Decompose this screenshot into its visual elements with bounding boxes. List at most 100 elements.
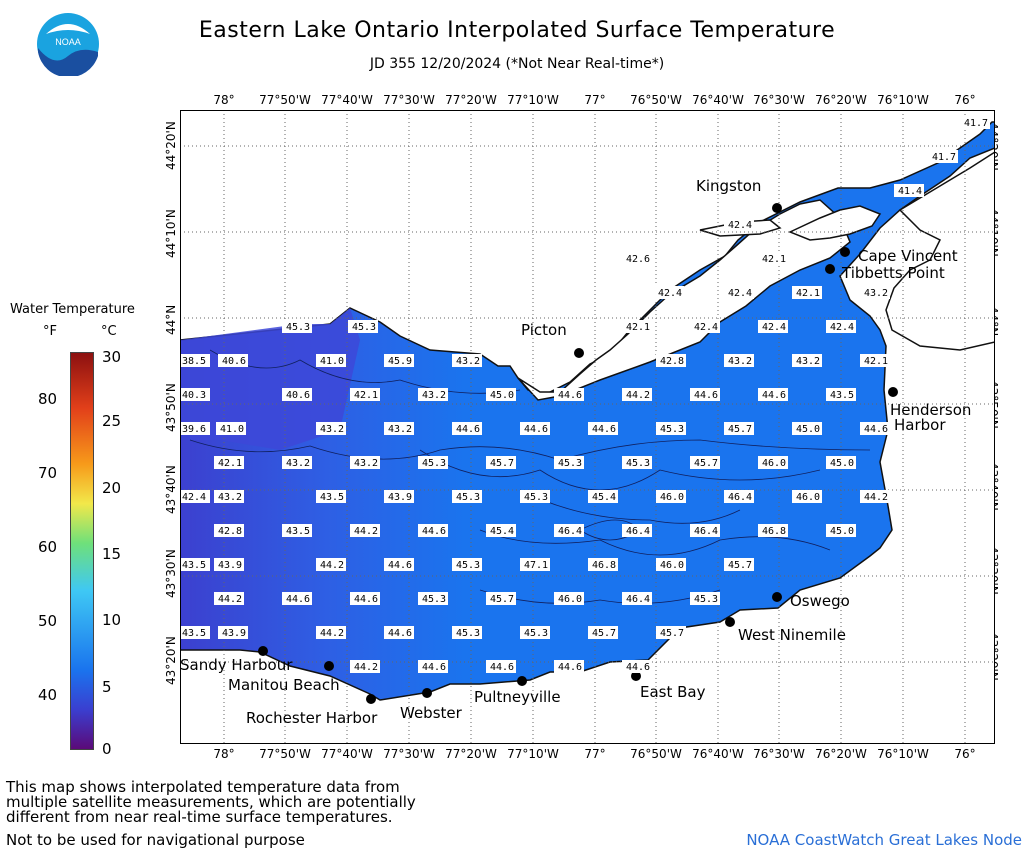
svg-text:42.4: 42.4 bbox=[762, 322, 786, 333]
temp-label: 45.3 bbox=[656, 422, 686, 435]
svg-text:43.2: 43.2 bbox=[422, 390, 446, 401]
lon-label-top: 76° bbox=[954, 93, 976, 107]
svg-text:40.6: 40.6 bbox=[286, 390, 310, 401]
temp-label: 46.0 bbox=[656, 490, 686, 503]
svg-text:45.4: 45.4 bbox=[490, 526, 514, 537]
lon-label-bottom: 77°40'W bbox=[321, 747, 373, 761]
temp-label: 44.6 bbox=[622, 660, 652, 673]
svg-text:45.0: 45.0 bbox=[830, 458, 854, 469]
svg-text:42.1: 42.1 bbox=[354, 390, 378, 401]
svg-text:45.3: 45.3 bbox=[524, 492, 548, 503]
c-tick-15: 15 bbox=[102, 545, 122, 563]
temp-label: 45.3 bbox=[554, 456, 584, 469]
map-title: Eastern Lake Ontario Interpolated Surfac… bbox=[198, 18, 836, 43]
temp-label: 42.4 bbox=[654, 286, 684, 299]
lon-label-top: 78° bbox=[213, 93, 235, 107]
svg-text:43.2: 43.2 bbox=[456, 356, 480, 367]
svg-text:44.2: 44.2 bbox=[354, 662, 378, 673]
c-tick-0: 0 bbox=[102, 740, 112, 758]
lon-label-bottom: 76°40'W bbox=[692, 747, 744, 761]
temp-label: 42.1 bbox=[758, 252, 788, 265]
place-webster: Webster bbox=[400, 704, 463, 722]
temp-label: 43.5 bbox=[180, 558, 210, 571]
temp-label: 44.6 bbox=[520, 422, 550, 435]
svg-text:44.2: 44.2 bbox=[320, 560, 344, 571]
svg-text:46.0: 46.0 bbox=[660, 560, 684, 571]
svg-text:42.4: 42.4 bbox=[694, 322, 718, 333]
c-tick-25: 25 bbox=[102, 412, 122, 430]
place-rochester-harbor: Rochester Harbor bbox=[246, 709, 378, 727]
lon-label-top: 76°50'W bbox=[630, 93, 682, 107]
lat-label-left: 43°20'N bbox=[164, 636, 178, 685]
temp-label: 46.4 bbox=[724, 490, 754, 503]
temp-label: 43.2 bbox=[418, 388, 448, 401]
lat-label-left: 44°10'N bbox=[164, 209, 178, 258]
svg-text:44.6: 44.6 bbox=[524, 424, 548, 435]
temp-label: 44.6 bbox=[588, 422, 618, 435]
lon-label-bottom: 76°30'W bbox=[753, 747, 805, 761]
temp-label: 45.0 bbox=[826, 524, 856, 537]
lat-label-left: 44°20'N bbox=[164, 121, 178, 170]
lon-label-bottom: 76°10'W bbox=[877, 747, 929, 761]
place-names: Kingston Cape Vincent Tibbetts Point Pic… bbox=[180, 177, 971, 727]
temp-label: 41.0 bbox=[216, 422, 246, 435]
temp-label: 43.9 bbox=[218, 626, 248, 639]
unit-fahrenheit: °F bbox=[43, 324, 57, 339]
temp-label: 43.2 bbox=[282, 456, 312, 469]
svg-text:45.7: 45.7 bbox=[728, 560, 752, 571]
lon-label-bottom: 77°10'W bbox=[507, 747, 559, 761]
svg-text:46.4: 46.4 bbox=[728, 492, 752, 503]
svg-text:45.3: 45.3 bbox=[422, 594, 446, 605]
temp-label: 43.2 bbox=[214, 490, 244, 503]
temp-label: 45.7 bbox=[588, 626, 618, 639]
temp-label: 42.4 bbox=[758, 320, 788, 333]
svg-text:42.8: 42.8 bbox=[660, 356, 684, 367]
temp-label: 42.4 bbox=[724, 286, 754, 299]
svg-text:44.2: 44.2 bbox=[354, 526, 378, 537]
lon-label-bottom: 76° bbox=[954, 747, 976, 761]
place-henderson-harbor: Harbor bbox=[894, 416, 946, 434]
svg-text:45.0: 45.0 bbox=[796, 424, 820, 435]
svg-text:41.0: 41.0 bbox=[320, 356, 344, 367]
svg-text:42.4: 42.4 bbox=[830, 322, 854, 333]
temp-label: 46.4 bbox=[622, 524, 652, 537]
svg-text:44.6: 44.6 bbox=[422, 662, 446, 673]
svg-text:44.6: 44.6 bbox=[864, 424, 888, 435]
temp-label: 40.3 bbox=[180, 388, 210, 401]
temp-label: 44.2 bbox=[350, 660, 380, 673]
lon-label-bottom: 76°20'W bbox=[815, 747, 867, 761]
svg-text:46.0: 46.0 bbox=[558, 594, 582, 605]
svg-text:43.2: 43.2 bbox=[354, 458, 378, 469]
place-henderson: Henderson bbox=[890, 401, 971, 419]
temperature-labels: 41.7 41.7 41.4 42.4 42.1 42.6 42.4 42.4 … bbox=[180, 116, 990, 673]
temp-label: 42.6 bbox=[622, 252, 652, 265]
svg-text:44.6: 44.6 bbox=[558, 390, 582, 401]
temp-label: 44.6 bbox=[758, 388, 788, 401]
svg-text:44.2: 44.2 bbox=[218, 594, 242, 605]
prince-edward-land bbox=[517, 199, 851, 401]
svg-text:45.7: 45.7 bbox=[660, 628, 684, 639]
temp-label: 46.0 bbox=[656, 558, 686, 571]
svg-text:44.6: 44.6 bbox=[592, 424, 616, 435]
temp-label: 42.1 bbox=[792, 286, 822, 299]
temp-label: 43.2 bbox=[724, 354, 754, 367]
svg-text:44.2: 44.2 bbox=[626, 390, 650, 401]
temp-label: 47.1 bbox=[520, 558, 550, 571]
map-subtitle: JD 355 12/20/2024 (*Not Near Real-time*) bbox=[369, 56, 665, 72]
svg-text:43.2: 43.2 bbox=[320, 424, 344, 435]
temp-label: 44.6 bbox=[282, 592, 312, 605]
f-tick-50: 50 bbox=[38, 612, 58, 630]
svg-text:40.6: 40.6 bbox=[222, 356, 246, 367]
svg-text:46.0: 46.0 bbox=[796, 492, 820, 503]
noaa-logo: NOAA bbox=[36, 12, 100, 78]
temp-label: 44.6 bbox=[554, 388, 584, 401]
temp-label: 43.9 bbox=[384, 490, 414, 503]
svg-text:45.3: 45.3 bbox=[456, 560, 480, 571]
svg-text:44.6: 44.6 bbox=[490, 662, 514, 673]
temp-label: 42.8 bbox=[656, 354, 686, 367]
unit-celsius: °C bbox=[101, 324, 117, 339]
place-kingston: Kingston bbox=[696, 177, 761, 195]
svg-text:45.4: 45.4 bbox=[592, 492, 616, 503]
place-cape-vincent: Cape Vincent bbox=[858, 247, 958, 265]
temp-label: 46.4 bbox=[690, 524, 720, 537]
